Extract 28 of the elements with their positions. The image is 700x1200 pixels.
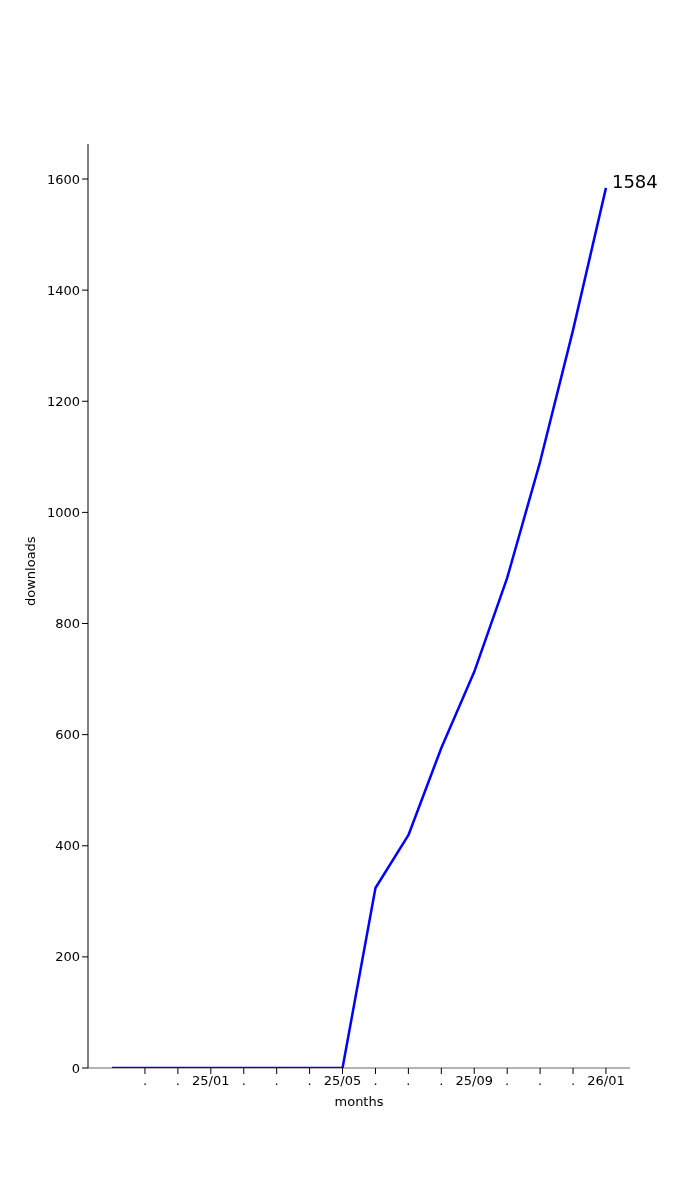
x-tick-label: 25/09 (455, 1073, 493, 1089)
y-tick-label: 1000 (46, 504, 80, 520)
x-tick-label: . (175, 1073, 180, 1089)
x-tick-label: . (538, 1073, 543, 1089)
x-tick-label: . (307, 1073, 312, 1089)
x-tick-label: 26/01 (587, 1073, 625, 1089)
y-axis-title: downloads (22, 536, 38, 606)
y-tick-label: 600 (55, 727, 80, 743)
x-tick-label: . (241, 1073, 246, 1089)
x-tick-label: 25/01 (192, 1073, 230, 1089)
y-tick-label: 1600 (46, 171, 80, 187)
x-axis-title: months (334, 1094, 384, 1109)
y-tick-label: 400 (55, 838, 80, 854)
x-tick-label: . (373, 1073, 378, 1089)
x-tick-label: . (406, 1073, 411, 1089)
x-tick-label: . (142, 1073, 148, 1089)
y-tick-label: 800 (55, 616, 80, 632)
x-tick-label: . (570, 1073, 576, 1089)
y-tick-label: 0 (71, 1060, 80, 1076)
x-tick-label: . (274, 1073, 279, 1089)
line-series (110, 186, 608, 1068)
x-tick-label: 25/05 (323, 1073, 362, 1089)
y-tick-label: 1400 (46, 282, 80, 298)
x-tick-label: . (439, 1073, 444, 1089)
y-tick-label: 200 (55, 949, 80, 965)
data-label: 1584 (611, 170, 658, 192)
x-tick-label: . (505, 1073, 510, 1089)
y-tick-label: 1200 (46, 393, 80, 409)
